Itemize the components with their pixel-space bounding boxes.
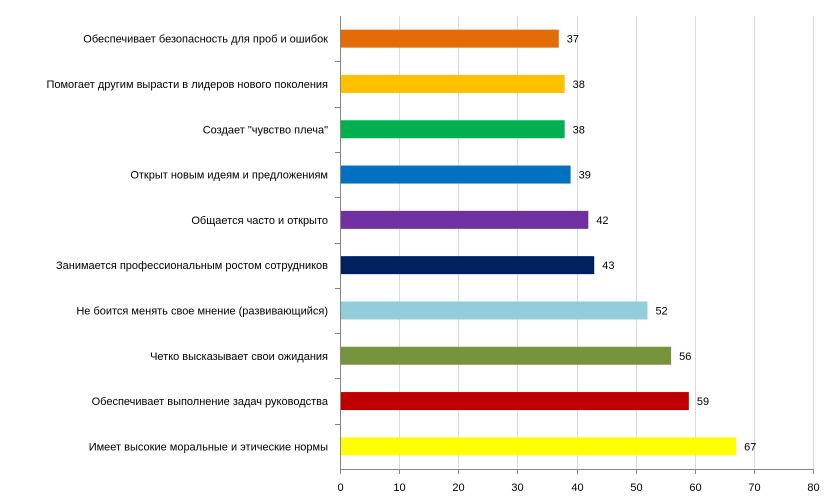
data-label: 67 [744,441,756,453]
x-tick-label: 40 [571,482,583,494]
data-label: 42 [596,215,608,227]
category-label: Имеет высокие моральные и этические норм… [89,441,328,453]
axes [335,16,814,474]
data-label: 37 [567,34,579,46]
x-tick-label: 20 [452,482,464,494]
bar [341,120,565,139]
category-label: Обеспечивает безопасность для проб и оши… [83,34,328,46]
data-label: 39 [579,170,591,182]
x-tick-label: 70 [748,482,760,494]
x-tick-label: 50 [630,482,642,494]
x-tick-label: 10 [393,482,405,494]
x-tick-label: 30 [511,482,523,494]
category-label: Четко высказывает свои ожидания [150,351,328,363]
data-label: 38 [573,124,585,136]
x-tick-label: 60 [689,482,701,494]
bar [341,301,648,320]
data-label: 43 [602,260,614,272]
category-label: Создает "чувство плеча" [203,124,328,136]
x-tick-label: 80 [807,482,819,494]
bar [341,256,595,275]
bar [341,165,571,184]
category-label: Занимается профессиональным ростом сотру… [56,260,328,272]
category-label: Обеспечивает выполнение задач руководств… [92,396,329,408]
data-label: 59 [697,396,709,408]
bar [341,29,559,48]
category-label: Общается часто и открыто [191,215,328,227]
data-label: 56 [679,351,691,363]
x-tick-label: 0 [337,482,343,494]
bar [341,392,689,411]
labels: 0 10 20 30 40 50 60 70 80 Обеспечивает безопаснос… [46,34,819,494]
bars [341,29,737,456]
bar [341,74,565,93]
category-label: Открыт новым идеям и предложениям [130,170,328,182]
category-label: Не боится менять свое мнение (развивающи… [76,305,328,317]
data-label: 38 [573,79,585,91]
bar [341,437,737,456]
category-label: Помогает другим вырасти в лидеров нового… [46,79,328,91]
bar [341,346,672,365]
bar [341,210,589,229]
data-label: 52 [655,305,667,317]
